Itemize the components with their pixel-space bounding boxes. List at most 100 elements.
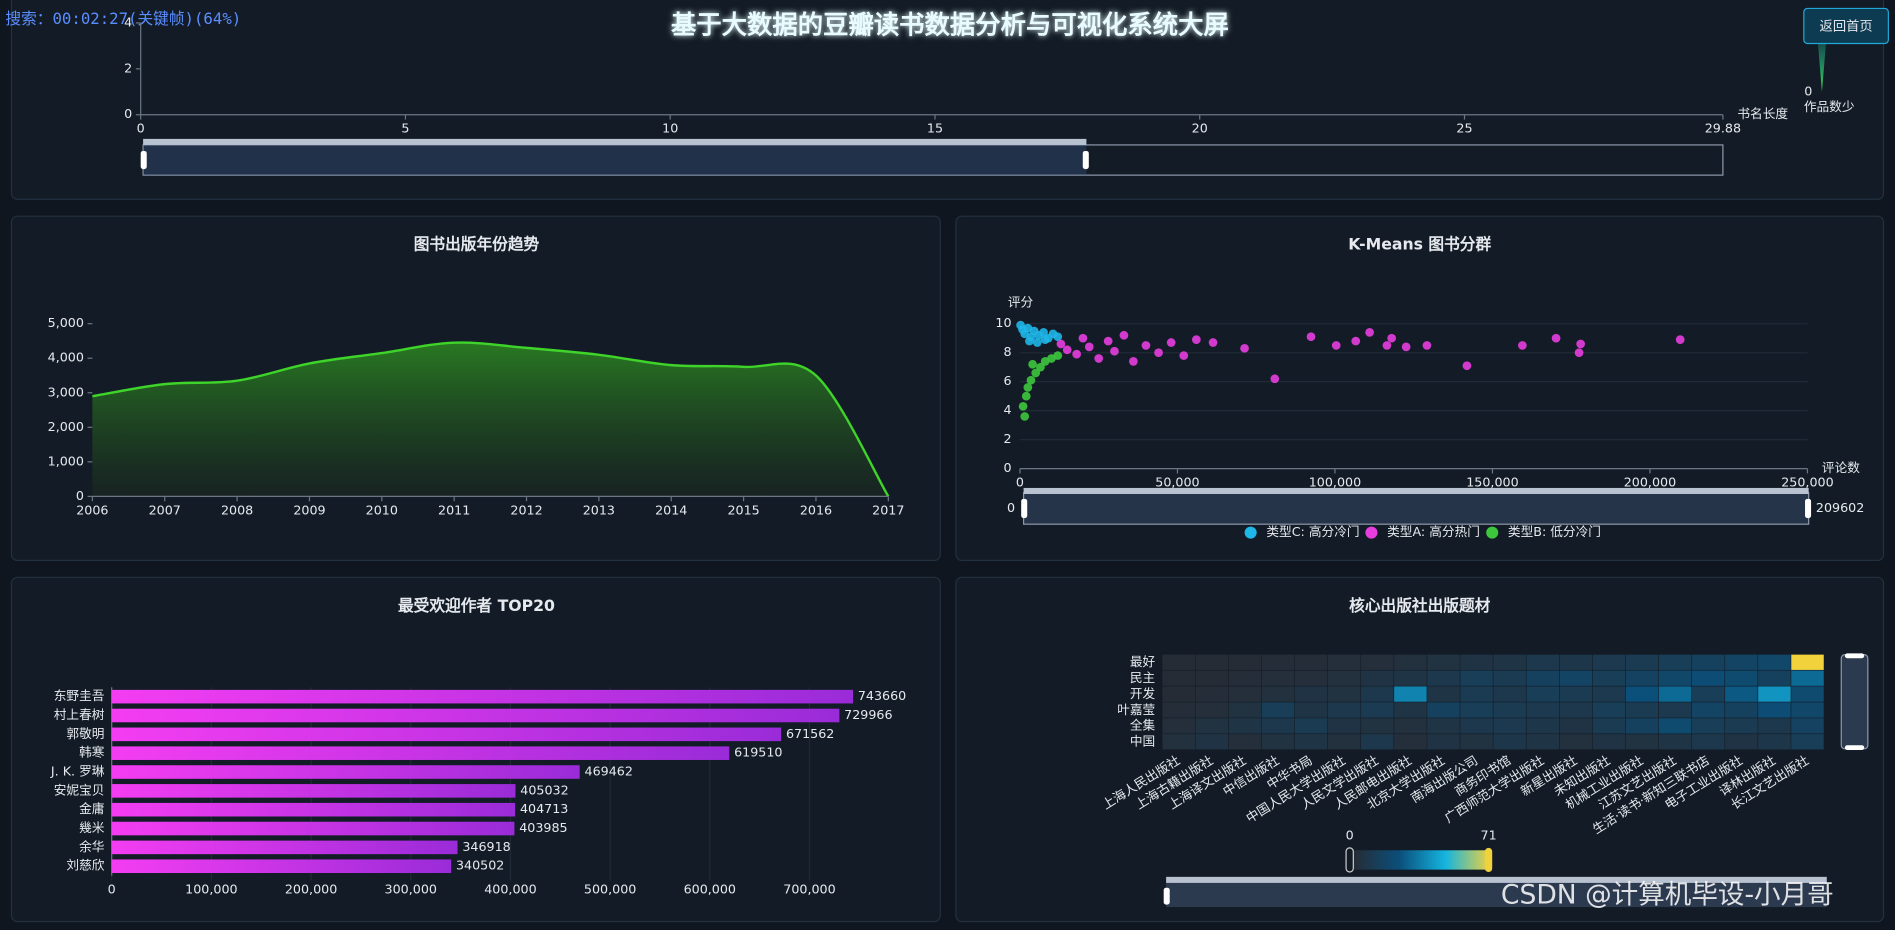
heat-cell [1691, 718, 1725, 734]
point [1518, 341, 1527, 350]
x-tick-label: 29.88 [1705, 121, 1741, 136]
heat-cell [1228, 718, 1262, 734]
zoom-handle[interactable] [1844, 653, 1865, 659]
heat-cell [1791, 702, 1824, 718]
legend-marker [1244, 526, 1257, 539]
bar [111, 802, 516, 817]
value-label: 671562 [786, 726, 834, 741]
heat-cell [1791, 654, 1824, 670]
heat-cell [1725, 670, 1758, 686]
heat-cell [1559, 686, 1593, 702]
home-button-label[interactable]: 返回首页 [1820, 19, 1873, 35]
y-tick-label: 最好 [1130, 654, 1156, 669]
overlay-text: 搜索：00:02:27(关键帧)(64%) [5, 9, 241, 28]
heat-cell [1195, 686, 1229, 702]
x-tick-label: 0 [137, 121, 145, 136]
x-tick-label: 100,000 [1309, 475, 1361, 490]
chart-title: 核心出版社出版题材 [1349, 596, 1490, 615]
zoom-handle[interactable] [1844, 745, 1865, 751]
heat-cell [1493, 670, 1526, 686]
zoom-slider[interactable] [1166, 881, 1827, 908]
bar [111, 859, 452, 874]
value-label: 729966 [844, 707, 892, 722]
x-tick-label: 400,000 [484, 882, 536, 897]
point [1103, 336, 1113, 346]
y-tick-label: 3,000 [48, 384, 84, 399]
heat-cell [1658, 734, 1692, 750]
point [1119, 330, 1129, 340]
home-button[interactable] [1803, 7, 1889, 45]
y-tick-label: 0 [76, 488, 84, 503]
heat-cell [1228, 654, 1262, 670]
zoom-slider-vertical[interactable] [1840, 654, 1869, 750]
zoom-bar[interactable] [143, 138, 1087, 145]
zoom-bar[interactable] [1023, 487, 1809, 494]
heat-cell [1261, 734, 1295, 750]
x-tick-label: 2007 [149, 502, 181, 517]
heat-cell [1460, 670, 1493, 686]
heat-cell [1592, 718, 1626, 734]
value-label: 404713 [520, 801, 568, 816]
heat-cell [1526, 734, 1560, 750]
zoom-handle[interactable] [140, 150, 147, 170]
y-tick-label: 2 [124, 60, 132, 75]
heat-cell [1195, 718, 1229, 734]
value-label: 405032 [520, 782, 568, 797]
bar [111, 821, 515, 836]
point [1401, 342, 1411, 352]
heat-cell [1559, 654, 1593, 670]
point [1675, 335, 1685, 344]
heat-cell [1294, 670, 1328, 686]
zoom-selection[interactable] [143, 144, 1087, 176]
line [92, 341, 890, 498]
point [1028, 359, 1037, 369]
heat-cell [1758, 734, 1791, 750]
zoom-label: 0 [1007, 500, 1015, 515]
value-label: 346918 [462, 839, 510, 854]
x-tick-label: 300,000 [385, 882, 437, 897]
heat-cell [1162, 670, 1195, 686]
heat-cell [1361, 718, 1394, 734]
heat-cell [1460, 654, 1493, 670]
chart-title: 图书出版年份趋势 [414, 235, 540, 254]
zoom-handle[interactable] [1082, 150, 1089, 170]
heat-cell [1758, 702, 1791, 718]
heat-cell [1195, 734, 1229, 750]
heat-cell [1294, 702, 1328, 718]
point [1094, 354, 1104, 363]
heat-cell [1427, 718, 1460, 734]
heat-cell [1592, 686, 1626, 702]
heat-cell [1294, 734, 1328, 750]
heat-cell [1460, 718, 1493, 734]
zoom-bar[interactable] [1166, 876, 1827, 883]
chart-title: 最受欢迎作者 TOP20 [398, 596, 555, 615]
zoom-handle[interactable] [1163, 887, 1170, 905]
heat-cell [1228, 702, 1262, 718]
heat-cell [1691, 686, 1725, 702]
y-tick-label: 民主 [1130, 670, 1155, 685]
point [1023, 383, 1033, 392]
value-label: 403985 [519, 820, 567, 835]
x-tick-label: 150,000 [1466, 475, 1518, 490]
heat-cell [1427, 702, 1460, 718]
heat-cell [1592, 734, 1626, 750]
heat-cell [1658, 718, 1692, 734]
zoom-slider[interactable] [1022, 492, 1810, 525]
zoom-handle[interactable] [1805, 498, 1812, 519]
bar [111, 727, 782, 742]
x-tick-label: 700,000 [783, 882, 835, 897]
heat-cell [1394, 654, 1427, 670]
x-tick-label: 600,000 [684, 882, 736, 897]
heat-cell [1361, 670, 1394, 686]
y-tick-label: 4 [1003, 402, 1011, 417]
zoom-handle[interactable] [1021, 498, 1028, 519]
heat-cell [1460, 702, 1493, 718]
heat-cell [1427, 654, 1460, 670]
y-tick-label: 1,000 [48, 453, 84, 468]
y-tick-label: 10 [995, 315, 1011, 330]
legend-marker [1365, 526, 1378, 539]
y-tick-label: 郭敬明 [66, 726, 104, 741]
heat-cell [1791, 734, 1824, 750]
heat-cell [1294, 686, 1328, 702]
